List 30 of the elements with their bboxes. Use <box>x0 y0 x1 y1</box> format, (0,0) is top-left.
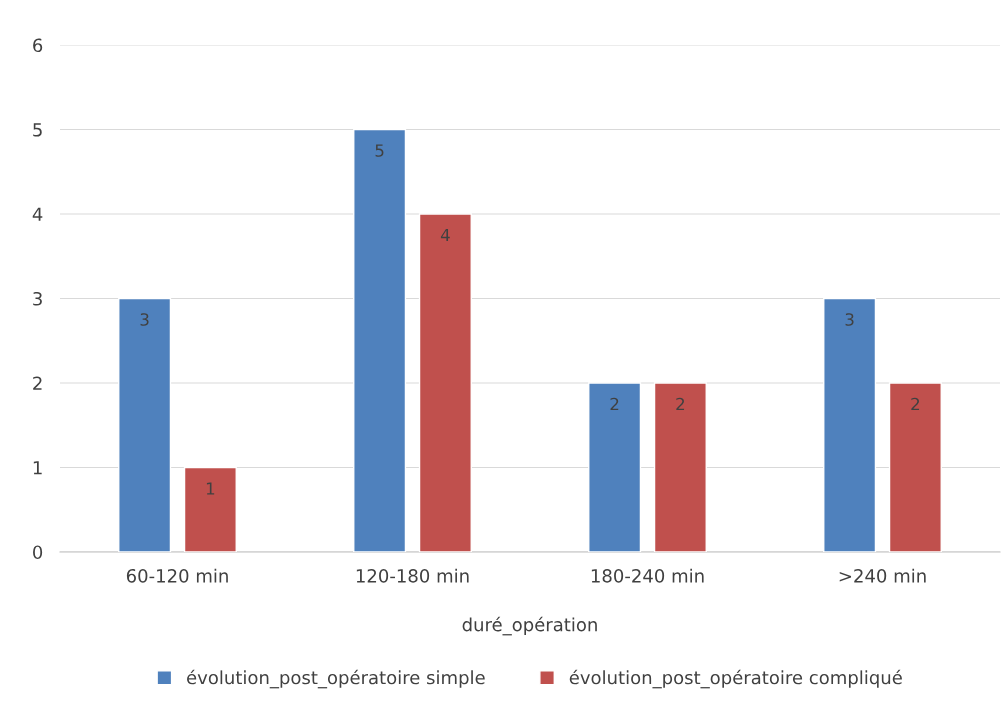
y-tick-label: 5 <box>33 123 42 137</box>
y-tick-label: 2 <box>33 376 42 390</box>
data-label: 5 <box>375 144 384 157</box>
data-label: 2 <box>911 397 920 411</box>
legend-label: évolution_post_opératoire compliqué <box>569 669 902 689</box>
y-tick-label: 1 <box>33 461 42 475</box>
bar <box>183 466 237 552</box>
bar <box>888 382 942 552</box>
x-tick-label: 120-180 min <box>356 568 469 583</box>
legend-label: évolution_post_opératoire simple <box>187 669 485 689</box>
data-label: 4 <box>440 228 450 242</box>
x-tick-label: >240 min <box>839 568 926 583</box>
y-tick-label: 0 <box>33 545 43 560</box>
x-axis-title: duré_opération <box>462 616 597 636</box>
y-tick-label: 3 <box>33 291 42 306</box>
bar <box>353 128 407 552</box>
y-tick-label: 6 <box>33 38 43 53</box>
data-label: 2 <box>610 397 619 411</box>
data-label: 3 <box>140 313 149 326</box>
data-label: 2 <box>676 397 685 411</box>
bar <box>588 382 642 552</box>
x-tick-label: 60-120 min <box>126 568 228 583</box>
x-tick-label: 180-240 min <box>591 568 704 583</box>
bar <box>653 382 707 552</box>
bar <box>823 297 877 552</box>
data-label: 1 <box>206 482 215 495</box>
data-label: 3 <box>845 313 854 326</box>
bar <box>418 213 472 552</box>
bar <box>118 297 172 552</box>
y-tick-label: 4 <box>32 207 43 221</box>
